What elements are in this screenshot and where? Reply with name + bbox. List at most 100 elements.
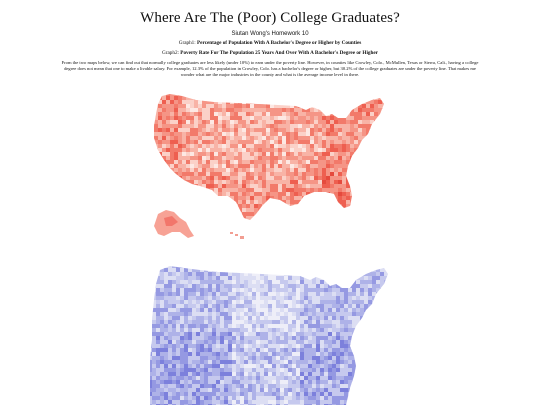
county-cell: [292, 344, 297, 349]
county-cell: [272, 312, 277, 317]
county-cell: [226, 212, 231, 217]
county-cell: [354, 164, 359, 169]
county-cell: [236, 392, 241, 397]
county-cell: [386, 172, 390, 176]
county-cell: [220, 388, 225, 393]
county-cell: [302, 112, 307, 117]
county-cell: [240, 320, 245, 325]
county-cell: [204, 384, 209, 389]
county-cell: [202, 216, 207, 220]
county-cell: [366, 132, 371, 137]
county-cell: [226, 168, 231, 173]
county-cell: [182, 120, 187, 125]
county-cell: [308, 304, 313, 309]
county-cell: [320, 372, 325, 377]
county-cell: [358, 176, 363, 181]
county-cell: [382, 104, 384, 109]
county-cell: [156, 316, 161, 321]
county-cell: [264, 372, 269, 377]
county-cell: [258, 188, 263, 193]
county-cell: [364, 284, 369, 289]
county-cell: [248, 292, 253, 297]
county-cell: [242, 156, 247, 161]
county-cell: [184, 324, 189, 329]
county-cell: [160, 400, 165, 405]
county-cell: [320, 332, 325, 337]
county-cell: [338, 212, 343, 217]
county-cell: [346, 96, 351, 101]
county-cell: [356, 384, 361, 389]
county-cell: [354, 108, 359, 113]
county-cell: [272, 392, 277, 397]
county-cell: [234, 160, 239, 165]
county-cell: [232, 380, 237, 385]
county-cell: [286, 120, 291, 125]
county-cell: [198, 212, 203, 217]
county-cell: [270, 208, 275, 213]
county-cell: [204, 388, 209, 393]
county-cell: [284, 276, 289, 281]
county-cell: [362, 104, 367, 109]
county-cell: [316, 296, 321, 301]
county-cell: [310, 188, 315, 193]
county-cell: [328, 268, 333, 273]
county-cell: [276, 308, 281, 313]
county-cell: [360, 380, 365, 385]
map2-counties: [150, 266, 392, 405]
county-cell: [220, 340, 225, 345]
county-cell: [286, 212, 291, 217]
county-cell: [278, 94, 283, 97]
county-cell: [206, 188, 211, 193]
county-cell: [368, 280, 373, 285]
county-cell: [260, 348, 265, 353]
county-cell: [204, 292, 209, 297]
county-cell: [338, 124, 343, 129]
county-cell: [172, 376, 177, 381]
county-cell: [190, 152, 195, 157]
county-cell: [178, 136, 183, 141]
county-cell: [312, 324, 317, 329]
county-cell: [360, 272, 365, 277]
county-cell: [336, 304, 341, 309]
county-cell: [284, 352, 289, 357]
county-cell: [282, 176, 287, 181]
county-cell: [196, 364, 201, 369]
county-cell: [268, 268, 273, 273]
county-cell: [296, 364, 301, 369]
county-cell: [320, 266, 325, 269]
county-cell: [278, 112, 283, 117]
county-cell: [308, 332, 313, 337]
county-cell: [230, 100, 235, 105]
county-cell: [292, 284, 297, 289]
county-cell: [232, 356, 237, 361]
county-cell: [322, 200, 327, 205]
county-cell: [242, 160, 247, 165]
county-cell: [208, 348, 213, 353]
county-cell: [162, 94, 167, 97]
county-cell: [164, 266, 169, 269]
county-cell: [388, 400, 392, 404]
county-cell: [194, 200, 199, 205]
county-cell: [316, 272, 321, 277]
county-cell: [386, 200, 390, 204]
county-cell: [274, 172, 279, 177]
county-cell: [334, 128, 339, 133]
county-cell: [162, 96, 167, 101]
county-cell: [260, 266, 265, 269]
county-cell: [270, 168, 275, 173]
county-cell: [332, 312, 337, 317]
county-cell: [272, 332, 277, 337]
county-cell: [214, 108, 219, 113]
county-cell: [288, 300, 293, 305]
county-cell: [382, 160, 384, 165]
county-cell: [296, 296, 301, 301]
county-cell: [150, 400, 153, 405]
county-cell: [322, 192, 327, 197]
county-cell: [310, 184, 315, 189]
county-cell: [298, 164, 303, 169]
county-cell: [214, 216, 219, 220]
county-cell: [378, 188, 383, 193]
county-cell: [274, 192, 279, 197]
county-cell: [270, 144, 275, 149]
county-cell: [192, 276, 197, 281]
